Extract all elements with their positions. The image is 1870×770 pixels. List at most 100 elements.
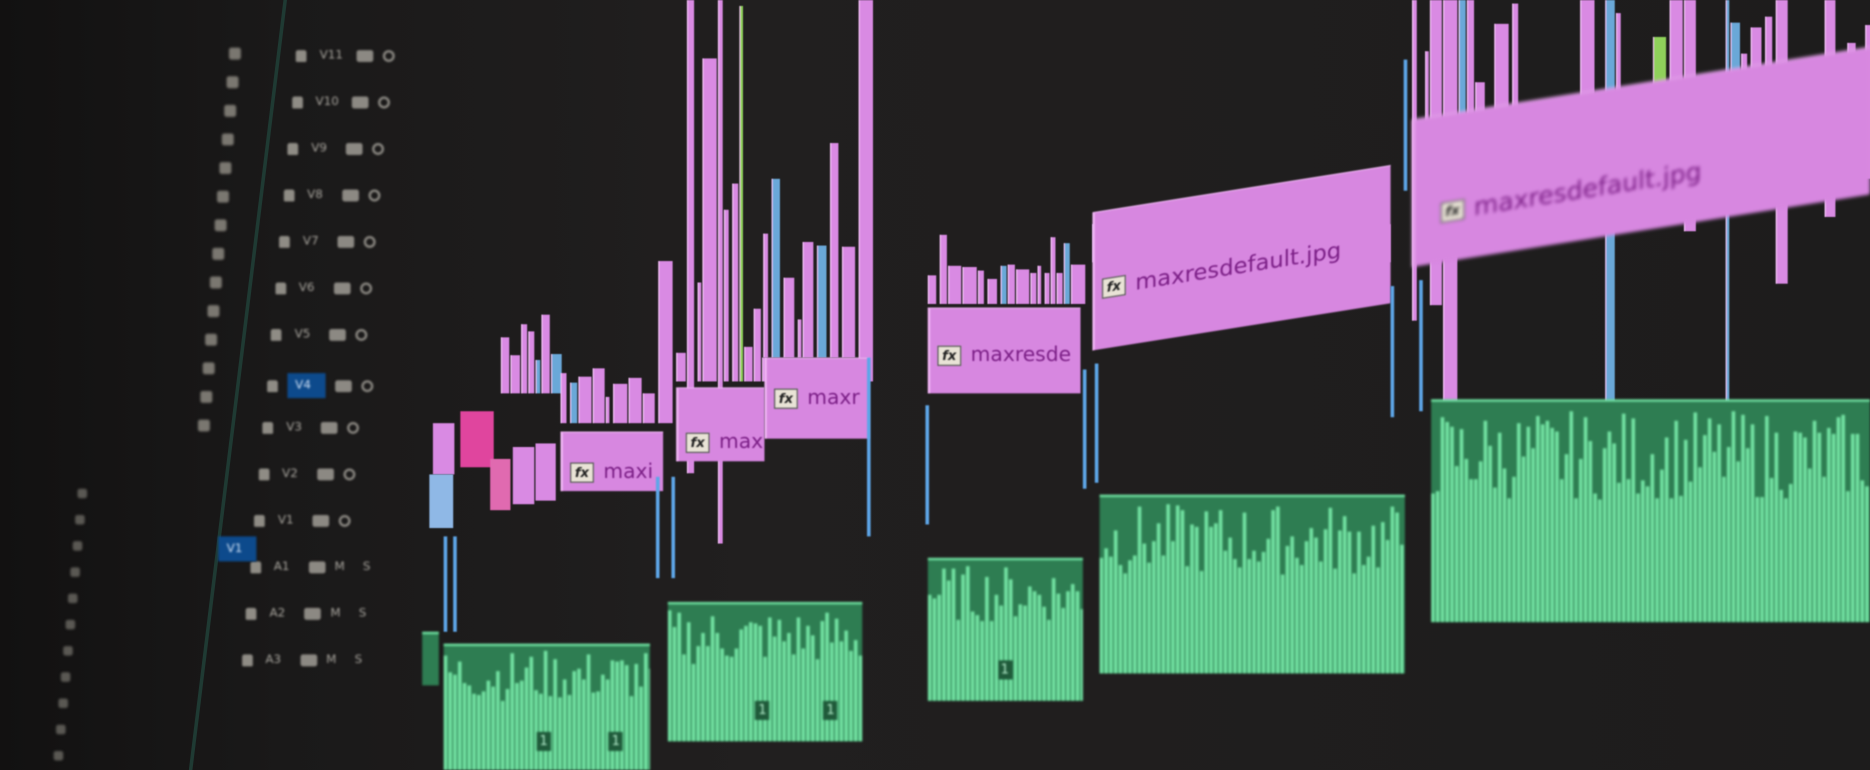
audio-clip[interactable] xyxy=(1431,399,1870,623)
video-clip[interactable]: fx maxresde xyxy=(927,307,1081,394)
video-clip[interactable]: fx maxresdefault.jpg xyxy=(1412,46,1870,268)
clip-segment[interactable] xyxy=(550,353,562,394)
lock-icon[interactable] xyxy=(254,514,265,527)
lock-icon[interactable] xyxy=(295,49,307,62)
toggle-output-icon[interactable] xyxy=(372,142,385,155)
clip-segment[interactable] xyxy=(1007,264,1015,304)
clip-segment[interactable] xyxy=(642,393,655,424)
clip-segment[interactable] xyxy=(841,246,856,358)
lock-icon[interactable] xyxy=(274,281,286,294)
video-clip[interactable] xyxy=(535,443,556,501)
edit-point[interactable] xyxy=(1094,363,1099,483)
clip-segment[interactable] xyxy=(592,368,605,424)
clip-segment[interactable] xyxy=(1016,269,1030,304)
tool-icon[interactable] xyxy=(209,276,222,289)
lock-icon[interactable] xyxy=(287,142,299,155)
eye-icon[interactable] xyxy=(337,235,355,248)
toggle-output-icon[interactable] xyxy=(378,95,391,108)
clip-segment[interactable] xyxy=(1605,0,1615,530)
clip-segment[interactable] xyxy=(605,397,610,424)
clip-segment[interactable] xyxy=(739,5,743,382)
clip-segment[interactable] xyxy=(732,183,739,382)
clip-segment[interactable] xyxy=(528,331,535,394)
eye-icon[interactable] xyxy=(341,188,359,201)
mute-solo-buttons[interactable]: M S xyxy=(330,606,374,620)
clip-segment[interactable] xyxy=(697,282,702,382)
video-clip[interactable] xyxy=(460,411,494,468)
eye-icon[interactable] xyxy=(334,379,352,392)
toggle-output-icon[interactable] xyxy=(382,49,395,62)
clip-segment[interactable] xyxy=(535,360,541,394)
clip-segment[interactable] xyxy=(541,314,550,394)
clip-segment[interactable] xyxy=(1458,0,1466,214)
eye-icon[interactable] xyxy=(329,328,346,341)
eye-icon[interactable] xyxy=(351,95,369,108)
video-clip[interactable]: fx maxi xyxy=(560,431,664,492)
tool-icon[interactable] xyxy=(205,333,218,346)
clip-segment[interactable] xyxy=(1070,264,1086,304)
edit-point[interactable] xyxy=(443,536,448,632)
clip-segment[interactable] xyxy=(816,245,827,358)
clip-segment[interactable] xyxy=(1063,242,1070,304)
clip-segment[interactable] xyxy=(1466,0,1475,190)
clip-segment[interactable] xyxy=(987,279,998,304)
clip-segment[interactable] xyxy=(1050,236,1056,304)
clip-segment[interactable] xyxy=(560,373,567,424)
edit-point[interactable] xyxy=(1419,280,1423,412)
video-clip[interactable]: fx maxi xyxy=(676,387,765,462)
edit-point[interactable] xyxy=(655,476,660,579)
eye-icon[interactable] xyxy=(333,281,351,294)
clip-segment[interactable] xyxy=(939,235,947,304)
mute-solo-buttons[interactable]: M S xyxy=(326,653,370,667)
eye-icon[interactable] xyxy=(312,514,330,527)
edit-point[interactable] xyxy=(1390,286,1395,418)
lock-icon[interactable] xyxy=(262,421,274,434)
mute-solo-buttons[interactable]: M S xyxy=(334,560,378,574)
tool-icon[interactable] xyxy=(214,219,227,232)
audio-clip[interactable] xyxy=(1099,494,1405,674)
lock-icon[interactable] xyxy=(291,95,303,108)
video-clip[interactable] xyxy=(429,474,454,529)
clip-segment[interactable] xyxy=(686,0,695,474)
lock-icon[interactable] xyxy=(241,653,253,666)
clip-segment[interactable] xyxy=(658,261,673,424)
tool-icon[interactable] xyxy=(228,47,241,60)
eye-icon[interactable] xyxy=(320,421,338,434)
clip-segment[interactable] xyxy=(1044,272,1050,304)
clip-segment[interactable] xyxy=(977,270,984,304)
clip-segment[interactable] xyxy=(1425,50,1429,179)
clip-segment[interactable] xyxy=(858,0,873,382)
clip-segment[interactable] xyxy=(927,275,937,304)
lock-icon[interactable] xyxy=(258,467,269,480)
clip-segment[interactable] xyxy=(500,337,510,394)
toggle-output-icon[interactable] xyxy=(363,235,376,248)
clip-segment[interactable] xyxy=(830,143,839,358)
tool-icon[interactable] xyxy=(207,305,220,318)
clip-segment[interactable] xyxy=(771,178,780,358)
edit-point[interactable] xyxy=(1082,369,1087,489)
clip-segment[interactable] xyxy=(948,266,962,304)
clip-segment[interactable] xyxy=(744,346,753,382)
video-clip[interactable] xyxy=(512,447,535,505)
edit-point[interactable] xyxy=(867,357,871,537)
tool-icon[interactable] xyxy=(217,190,229,203)
clip-segment[interactable] xyxy=(676,352,686,382)
clip-segment[interactable] xyxy=(1056,273,1063,304)
toggle-output-icon[interactable] xyxy=(355,328,368,341)
tool-icon[interactable] xyxy=(221,133,234,146)
clip-segment[interactable] xyxy=(763,233,769,358)
lock-icon[interactable] xyxy=(266,379,278,392)
eye-icon[interactable] xyxy=(308,560,325,573)
clip-segment[interactable] xyxy=(802,241,814,358)
lock-icon[interactable] xyxy=(283,188,294,201)
tool-icon[interactable] xyxy=(202,362,215,375)
clip-segment[interactable] xyxy=(628,377,642,424)
tool-icon[interactable] xyxy=(219,162,232,175)
track-name[interactable]: V4 xyxy=(286,373,325,399)
eye-icon[interactable] xyxy=(356,49,373,62)
eye-icon[interactable] xyxy=(345,142,363,155)
tool-icon[interactable] xyxy=(197,419,210,432)
lock-icon[interactable] xyxy=(279,235,290,248)
